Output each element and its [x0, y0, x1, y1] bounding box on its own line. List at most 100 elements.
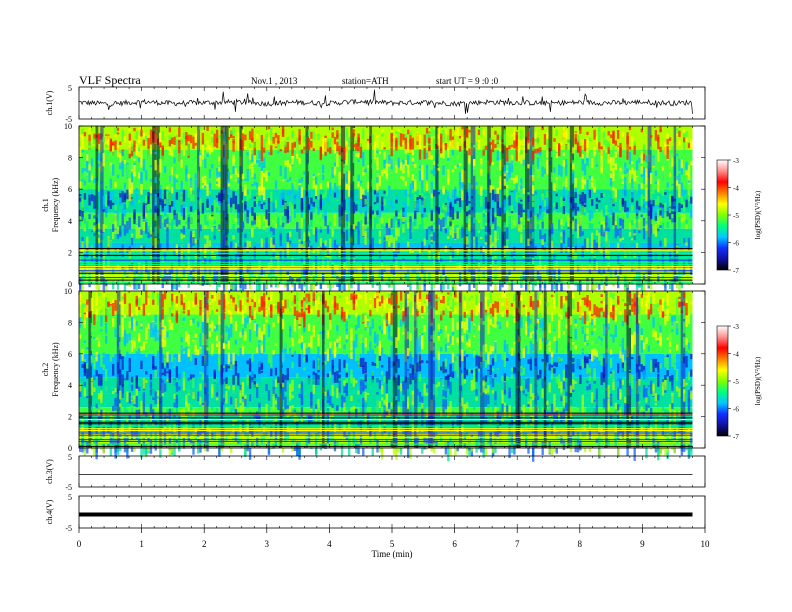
ch2-spectrogram-speckle	[154, 324, 157, 338]
ch1-spectrogram-speckle	[364, 230, 367, 245]
ch1-spectrogram-speckle	[612, 149, 615, 156]
ch1-spectrogram-speckle	[468, 201, 471, 204]
ch1-spectrogram-speckle	[574, 192, 577, 199]
ch1-spectrogram-speckle	[624, 156, 627, 159]
ch2-spectrogram-speckle	[239, 384, 242, 394]
ch2-spectrogram-speckle	[114, 379, 117, 388]
ch1-spectrogram-speckle	[638, 176, 641, 180]
ch2-spectrogram-speckle	[105, 307, 108, 316]
ch2-spectrogram-speckle	[152, 322, 155, 335]
ch1-spectrogram-speckle	[161, 155, 164, 164]
ch2-spectrogram-speckle	[192, 410, 195, 419]
ch1-spectrogram-speckle	[416, 149, 419, 164]
ch1-spectrogram-speckle	[447, 226, 450, 239]
ch1-spectrogram-speckle	[586, 131, 589, 135]
ch1-spectrogram-speckle	[322, 137, 325, 149]
ch2-spectrogram-speckle	[112, 436, 115, 441]
ch1-spectrogram-speckle	[270, 145, 273, 156]
ch1-spectrogram-speckle	[208, 258, 212, 264]
ch2-spectrogram-speckle	[107, 395, 110, 398]
ch2-spectrogram-speckle	[119, 376, 122, 386]
ch1-spectrogram-speckle	[640, 194, 643, 207]
ch1-spectrogram-speckle	[416, 131, 419, 142]
ch1-spectrogram-speckle	[676, 176, 679, 186]
ch1-spectrogram-speckle	[409, 219, 412, 232]
ch1-spectrogram-speckle	[244, 242, 247, 247]
ch1-spectrogram-speckle	[456, 183, 459, 197]
ch1-spectrogram-speckle	[602, 239, 606, 252]
ch1-spectrogram-speckle	[621, 219, 625, 229]
ch1-spectrogram-speckle	[515, 139, 518, 145]
ch1-spectrogram-speckle	[612, 187, 615, 191]
ch1-spectrogram-speckle	[147, 155, 150, 164]
ch1-spectrogram-speckle	[300, 177, 304, 183]
ch1-spectrogram-colorbar-tick-label: -4	[733, 185, 739, 193]
ch2-spectrogram-speckle	[173, 422, 176, 434]
ch1-spectrogram-speckle	[440, 219, 443, 232]
ch2-spectrogram-speckle	[138, 348, 141, 360]
ch2-spectrogram-speckle	[121, 292, 124, 296]
ch2-spectrogram-speckle	[182, 407, 186, 414]
ch1-spectrogram-speckle	[293, 175, 297, 189]
ch2-spectrogram-speckle	[97, 374, 101, 386]
ch1-spectrogram-speckle	[383, 198, 386, 206]
ch1-spectrogram-speckle	[86, 246, 89, 258]
ch1-spectrogram-speckle	[513, 189, 516, 198]
ch1-spectrogram-speckle	[215, 283, 219, 298]
ch1-spectrogram-speckle	[442, 165, 445, 175]
ch2-spectrogram-speckle	[105, 360, 108, 367]
ch1-spectrogram-speckle	[626, 148, 629, 160]
ch1-spectrogram-speckle	[543, 264, 547, 279]
ch2-spectrogram-speckle	[197, 365, 200, 374]
ch1-spectrogram-speckle	[201, 202, 205, 214]
ch2-spectrogram-speckle	[97, 402, 101, 411]
ch2-spectrogram-speckle	[81, 377, 84, 382]
ch1-spectrogram-speckle	[491, 139, 495, 153]
ch2-spectrogram-speckle	[163, 376, 167, 384]
ch1-spectrogram-speckle	[161, 147, 164, 160]
ch1-spectrogram-speckle	[543, 196, 547, 207]
ch1-spectrogram-speckle	[399, 176, 403, 179]
ch1-spectrogram-speckle	[279, 192, 282, 207]
ch1-spectrogram-speckle	[586, 149, 589, 159]
ch1-spectrogram-speckle	[680, 269, 684, 277]
ch1-spectrogram-speckle	[541, 199, 544, 212]
ch1-spectrogram-speckle	[362, 266, 365, 272]
ch1-spectrogram-speckle	[683, 171, 686, 183]
ch1-spectrogram-speckle	[645, 269, 648, 280]
ch1-spectrogram-speckle	[105, 225, 108, 228]
ch1-spectrogram-speckle	[359, 202, 363, 214]
ch2-spectrogram-speckle	[192, 341, 195, 355]
ch2-spectrogram-speckle	[208, 334, 212, 345]
ch1-spectrogram-speckle	[567, 226, 570, 229]
ch2-spectrogram-speckle	[112, 303, 115, 316]
ch1-spectrogram-speckle	[558, 238, 561, 250]
ch1-spectrogram-speckle	[336, 153, 339, 167]
ch2-spectrogram-speckle	[230, 407, 233, 411]
ch2-spectrogram-speckle	[123, 358, 127, 368]
ch1-spectrogram-speckle	[477, 276, 481, 282]
ch1-spectrogram-speckle	[473, 239, 476, 252]
ch1-spectrogram-speckle	[232, 235, 235, 240]
ch1-spectrogram-speckle	[489, 142, 492, 145]
ch2-spectrogram-speckle	[145, 366, 148, 369]
ch1-spectrogram-speckle	[140, 270, 143, 279]
ch1-spectrogram-speckle	[539, 256, 542, 267]
ch2-spectrogram-speckle	[215, 309, 219, 312]
ch2-spectrogram-speckle	[121, 325, 124, 338]
ch1-spectrogram-speckle	[352, 224, 356, 230]
ch1-spectrogram-speckle	[315, 208, 318, 222]
ch1-spectrogram-speckle	[489, 185, 492, 193]
ch2-spectrogram-speckle	[81, 418, 84, 431]
ch1-spectrogram-speckle	[407, 164, 410, 178]
ch1-spectrogram-sferic	[239, 126, 243, 284]
ch2-spectrogram-speckle	[166, 331, 169, 338]
ch1-spectrogram-speckle	[553, 254, 556, 260]
ch1-spectrogram-speckle	[499, 267, 502, 279]
ch1-spectrogram-speckle	[432, 138, 436, 149]
ch2-spectrogram-speckle	[97, 292, 101, 296]
ch1-spectrogram-speckle	[671, 218, 674, 223]
ch2-spectrogram-speckle	[246, 315, 249, 324]
ch2-spectrogram-speckle	[206, 424, 209, 434]
ch1-spectrogram-speckle	[390, 275, 393, 288]
